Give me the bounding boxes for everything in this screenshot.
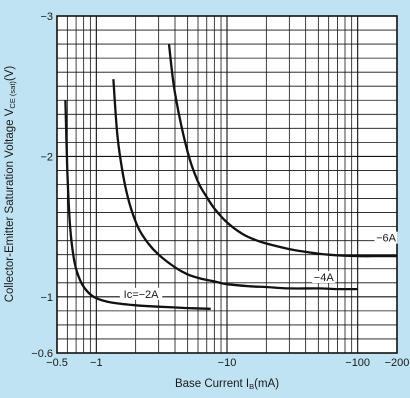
x-tick-label: −200 xyxy=(385,357,410,369)
series-2-line xyxy=(112,79,358,291)
y-tick-label: −3 xyxy=(40,11,53,23)
x-tick-label: −10 xyxy=(218,357,237,369)
series-3-line xyxy=(167,43,397,258)
series-labels: Ic=−2A −4A −6A xyxy=(119,231,398,301)
x-tick-label: −1 xyxy=(90,357,103,369)
series-1-label-bg xyxy=(119,287,163,300)
y-axis-title: Collector-Emitter Saturation Voltage VCE… xyxy=(4,66,17,303)
x-tick-label: −0.5 xyxy=(46,357,68,369)
plot-frame xyxy=(56,15,398,354)
series-3-label: −6A xyxy=(376,233,397,245)
series-1-line xyxy=(64,100,211,310)
x-tick-label: −100 xyxy=(345,357,370,369)
y-tick-label: −2 xyxy=(40,151,53,163)
x-axis-title: Base Current IB(mA) xyxy=(175,378,279,391)
y-tick-label: −1 xyxy=(40,292,53,304)
series-1-label: Ic=−2A xyxy=(124,289,160,301)
series-3-label-bg xyxy=(374,231,398,244)
series-2-label-bg xyxy=(312,270,336,283)
curves xyxy=(64,43,397,310)
y-tick-label: −0.6 xyxy=(31,348,53,360)
series-2-label: −4A xyxy=(314,272,335,284)
tick-labels: −0.5 −1 −10 −100 −200 −0.6 −1 −2 −3 xyxy=(31,11,409,369)
